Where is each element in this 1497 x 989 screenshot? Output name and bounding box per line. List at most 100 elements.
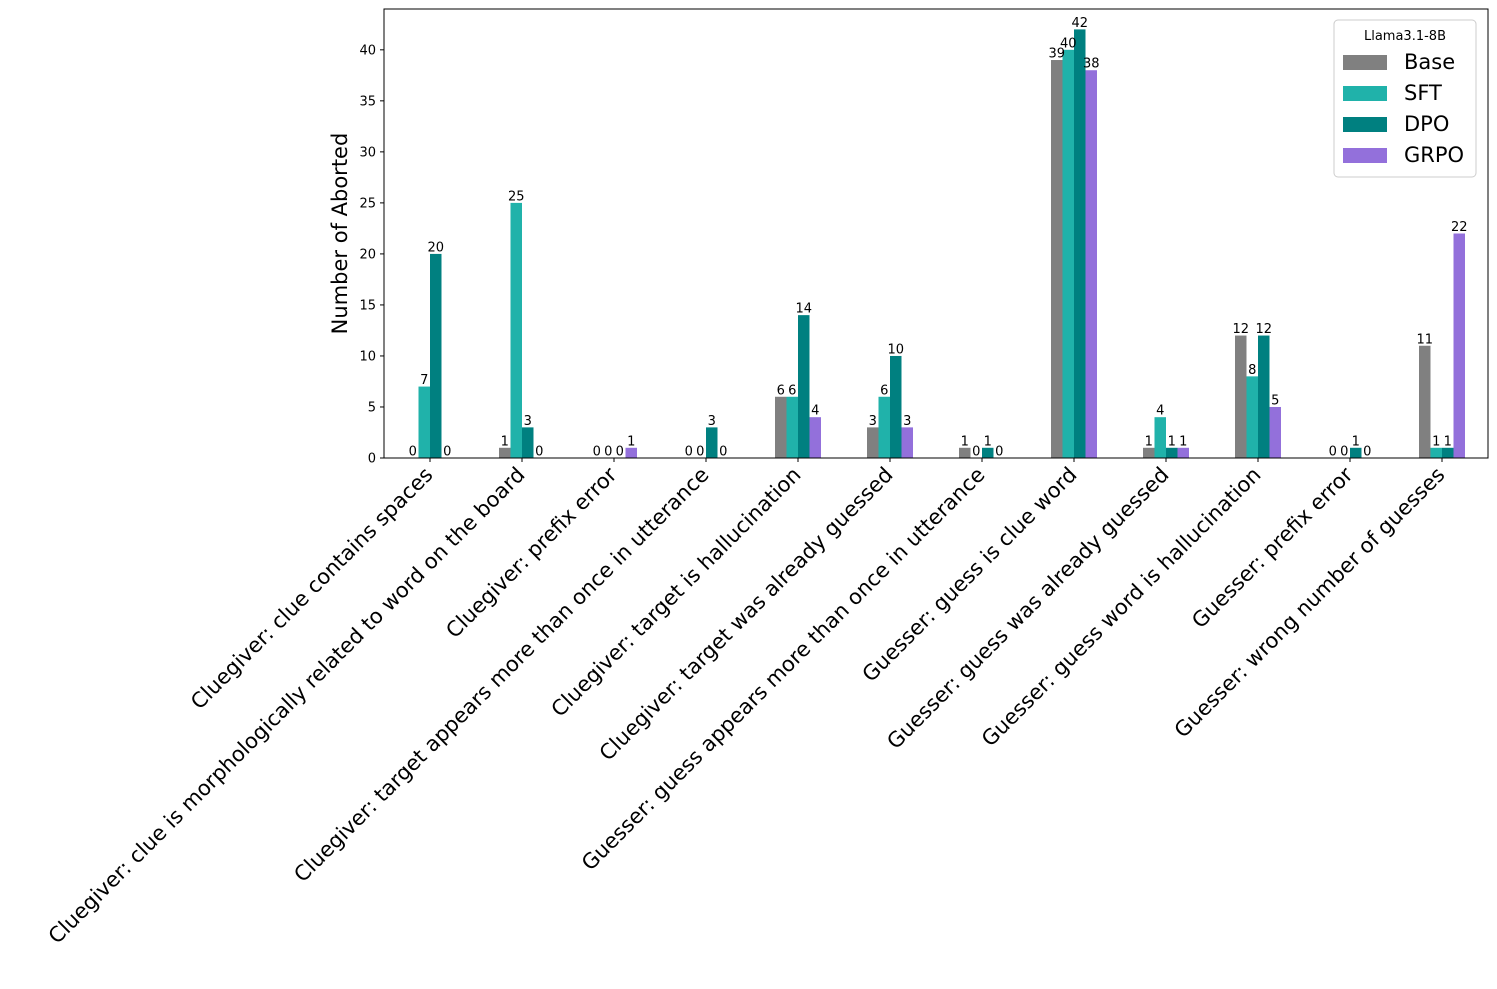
bar-value-label: 20 bbox=[427, 240, 444, 255]
bar-base bbox=[1235, 335, 1247, 458]
bar-value-label: 0 bbox=[616, 445, 624, 460]
bar-value-label: 22 bbox=[1451, 220, 1468, 235]
legend-swatch-dpo bbox=[1343, 117, 1387, 132]
bar-value-label: 1 bbox=[1145, 434, 1153, 449]
bar-dpo bbox=[1166, 447, 1178, 458]
y-tick-label: 40 bbox=[359, 43, 376, 58]
bar-dpo bbox=[1350, 447, 1362, 458]
bar-value-label: 0 bbox=[535, 445, 543, 460]
bar-value-label: 3 bbox=[903, 414, 911, 429]
legend-title: Llama3.1-8B bbox=[1364, 29, 1446, 44]
bar-sft bbox=[1154, 417, 1166, 458]
bar-value-label: 4 bbox=[1156, 404, 1164, 419]
bar-dpo bbox=[982, 447, 994, 458]
legend-swatch-grpo bbox=[1343, 148, 1387, 163]
y-axis-label: Number of Aborted bbox=[328, 133, 352, 335]
bar-value-label: 0 bbox=[604, 445, 612, 460]
bar-dpo bbox=[1074, 29, 1086, 459]
bar-value-label: 3 bbox=[869, 414, 877, 429]
bar-value-label: 0 bbox=[995, 445, 1003, 460]
bar-grpo bbox=[1269, 406, 1281, 458]
bar-value-label: 42 bbox=[1071, 16, 1088, 31]
bar-value-label: 0 bbox=[719, 445, 727, 460]
bar-value-label: 1 bbox=[501, 434, 509, 449]
bars-layer bbox=[418, 29, 1465, 459]
y-tick-label: 30 bbox=[359, 145, 376, 160]
legend-swatch-base bbox=[1343, 55, 1387, 70]
x-tick-label: Cluegiver: prefix error bbox=[441, 462, 621, 642]
bar-value-label: 6 bbox=[880, 383, 888, 398]
bar-value-label: 8 bbox=[1248, 363, 1256, 378]
y-tick-label: 20 bbox=[359, 247, 376, 262]
bar-sft bbox=[1246, 376, 1258, 458]
bar-value-label: 10 bbox=[887, 342, 904, 357]
bar-value-label: 1 bbox=[1444, 434, 1452, 449]
bar-base bbox=[1051, 60, 1063, 458]
bar-value-label: 6 bbox=[777, 383, 785, 398]
bar-value-label: 1 bbox=[984, 434, 992, 449]
bar-value-label: 1 bbox=[1352, 434, 1360, 449]
bar-value-label: 38 bbox=[1083, 57, 1100, 72]
y-tick-label: 0 bbox=[368, 452, 376, 467]
x-axis: Cluegiver: clue contains spacesCluegiver… bbox=[44, 458, 1450, 948]
y-axis: 0 5 10 15 20 25 30 35 40 bbox=[359, 43, 384, 467]
y-tick-label: 35 bbox=[359, 94, 376, 109]
legend-label-dpo: DPO bbox=[1404, 112, 1449, 136]
bar-value-label: 5 bbox=[1271, 393, 1279, 408]
bar-base bbox=[867, 427, 879, 458]
bar-value-label: 0 bbox=[443, 445, 451, 460]
legend-swatch-sft bbox=[1343, 86, 1387, 101]
bar-grpo bbox=[901, 427, 913, 458]
y-tick-label: 15 bbox=[359, 298, 376, 313]
bar-value-label: 1 bbox=[627, 434, 635, 449]
bar-value-label: 1 bbox=[1168, 434, 1176, 449]
bar-dpo bbox=[706, 427, 718, 458]
bar-value-label: 14 bbox=[795, 302, 812, 317]
bar-dpo bbox=[1258, 335, 1270, 458]
bar-dpo bbox=[1442, 447, 1454, 458]
legend-label-grpo: GRPO bbox=[1404, 143, 1464, 167]
bar-sft bbox=[418, 386, 430, 458]
bar-value-label: 1 bbox=[961, 434, 969, 449]
bar-value-label: 0 bbox=[1329, 445, 1337, 460]
bar-sft bbox=[1430, 447, 1442, 458]
bar-sft bbox=[1062, 49, 1074, 459]
bar-value-label: 3 bbox=[524, 414, 532, 429]
y-tick-label: 5 bbox=[368, 400, 376, 415]
bar-value-label: 3 bbox=[708, 414, 716, 429]
bar-sft bbox=[510, 202, 522, 458]
bar-value-label: 11 bbox=[1416, 332, 1433, 347]
bar-grpo bbox=[625, 447, 637, 458]
bar-value-label: 0 bbox=[696, 445, 704, 460]
bar-grpo bbox=[809, 417, 821, 458]
bar-value-label: 1 bbox=[1432, 434, 1440, 449]
bar-grpo bbox=[1177, 447, 1189, 458]
legend: Llama3.1-8B Base SFT DPO GRPO bbox=[1333, 19, 1477, 178]
bar-value-label: 0 bbox=[1363, 445, 1371, 460]
bar-value-label: 0 bbox=[409, 445, 417, 460]
bar-base bbox=[499, 447, 511, 458]
bar-value-label: 0 bbox=[593, 445, 601, 460]
bar-value-label: 6 bbox=[788, 383, 796, 398]
bar-value-label: 40 bbox=[1060, 36, 1077, 51]
bar-dpo bbox=[890, 355, 902, 458]
bar-dpo bbox=[430, 253, 442, 458]
bar-value-label: 12 bbox=[1232, 322, 1249, 337]
plot-frame bbox=[383, 8, 1489, 459]
bar-base bbox=[959, 447, 971, 458]
legend-label-sft: SFT bbox=[1404, 81, 1442, 105]
bar-value-label: 1 bbox=[1179, 434, 1187, 449]
bar-value-label: 12 bbox=[1255, 322, 1272, 337]
legend-label-base: Base bbox=[1404, 50, 1455, 74]
y-tick-label: 25 bbox=[359, 196, 376, 211]
bar-value-label: 0 bbox=[685, 445, 693, 460]
bar-value-label: 25 bbox=[508, 189, 525, 204]
y-tick-label: 10 bbox=[359, 349, 376, 364]
bar-dpo bbox=[798, 315, 810, 458]
bar-value-label: 39 bbox=[1048, 47, 1065, 62]
bar-grpo bbox=[1085, 70, 1097, 459]
bar-base bbox=[1143, 447, 1155, 458]
bar-grpo bbox=[1453, 233, 1465, 458]
